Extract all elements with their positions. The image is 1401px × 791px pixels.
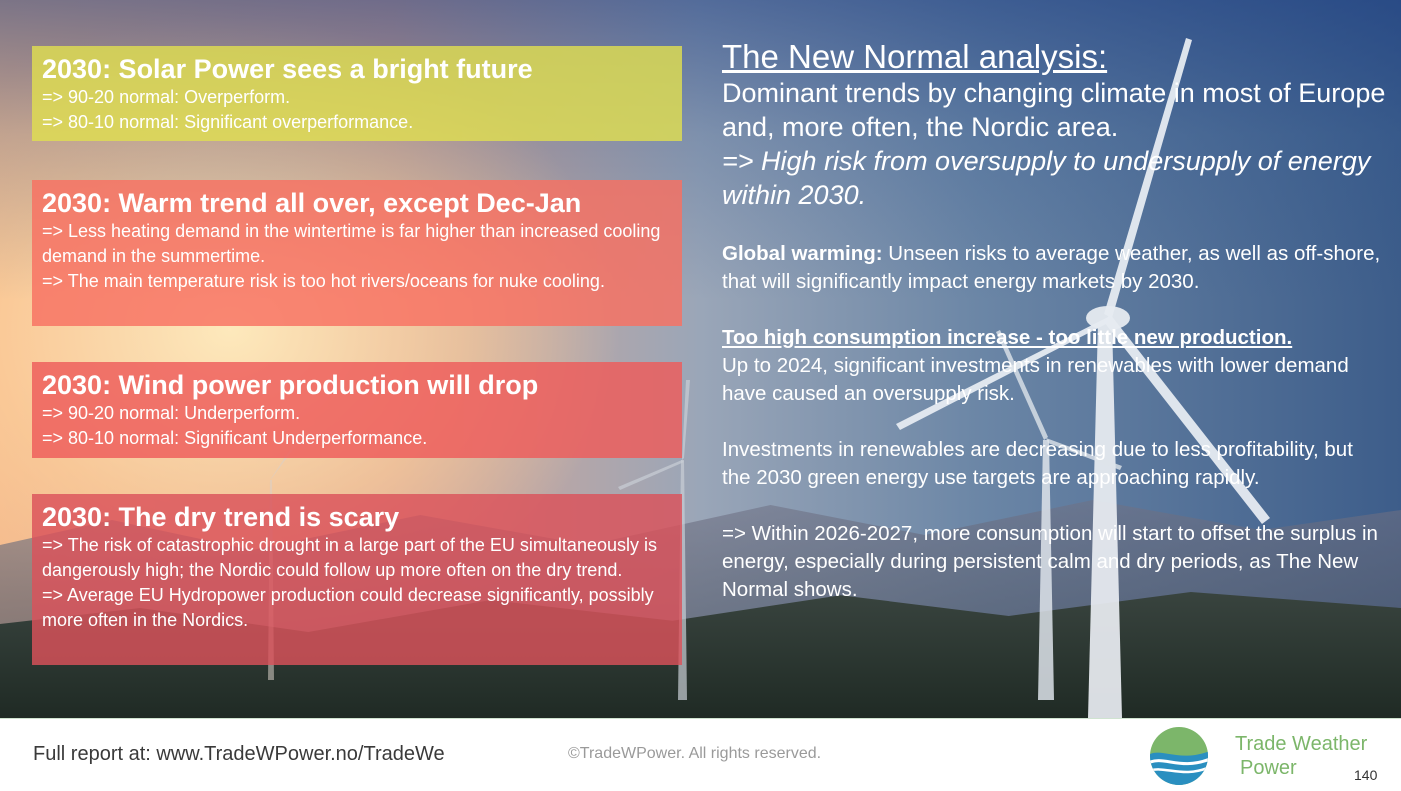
solar-power-box: 2030: Solar Power sees a bright future =… xyxy=(32,46,682,141)
spacer xyxy=(722,212,1387,240)
copyright-notice: ©TradeWPower. All rights reserved. xyxy=(568,745,822,762)
spacer xyxy=(722,296,1387,324)
solar-box-title: 2030: Solar Power sees a bright future xyxy=(42,54,533,84)
analysis-title: The New Normal analysis: xyxy=(722,38,1108,75)
consumption-heading: Too high consumption increase - too litt… xyxy=(722,326,1293,349)
warm-box-line-1: => Less heating demand in the wintertime… xyxy=(42,221,661,266)
dry-trend-box: 2030: The dry trend is scary => The risk… xyxy=(32,494,682,665)
analysis-lead: Dominant trends by changing climate in m… xyxy=(722,78,1386,142)
global-warming-label: Global warming: xyxy=(722,242,883,265)
brand-name-line-2: Power xyxy=(1240,757,1297,779)
wind-turbines-illustration xyxy=(268,38,1270,718)
spacer xyxy=(722,492,1387,520)
global-warming-text: Unseen risks to average weather, as well… xyxy=(722,242,1381,293)
warm-box-line-2: => The main temperature risk is too hot … xyxy=(42,271,605,291)
spacer xyxy=(722,408,1387,436)
background-photo xyxy=(0,0,1401,718)
wind-power-box: 2030: Wind power production will drop =>… xyxy=(32,362,682,458)
within-text: => Within 2026-2027, more consumption wi… xyxy=(722,522,1378,601)
full-report-link[interactable]: Full report at: www.TradeWPower.no/Trade… xyxy=(33,743,445,765)
warm-trend-box: 2030: Warm trend all over, except Dec-Ja… xyxy=(32,180,682,326)
dry-box-line-2: => Average EU Hydropower production coul… xyxy=(42,585,654,630)
consumption-heading-line: Too high consumption increase - too litt… xyxy=(722,324,1387,352)
consumption-text: Up to 2024, significant investments in r… xyxy=(722,354,1349,405)
warm-box-title: 2030: Warm trend all over, except Dec-Ja… xyxy=(42,188,582,218)
dry-box-line-1: => The risk of catastrophic drought in a… xyxy=(42,535,657,580)
footer-bar: Full report at: www.TradeWPower.no/Trade… xyxy=(0,718,1401,791)
page-number: 140 xyxy=(1354,767,1378,783)
wind-box-line-1: => 90-20 normal: Underperform. xyxy=(42,403,301,423)
solar-box-line-1: => 90-20 normal: Overperform. xyxy=(42,87,291,107)
trade-weather-power-logo-icon xyxy=(1150,727,1208,785)
brand-name-line-1: Trade Weather xyxy=(1235,733,1368,755)
global-warming-paragraph: Global warming: Unseen risks to average … xyxy=(722,240,1387,296)
solar-box-line-2: => 80-10 normal: Significant overperform… xyxy=(42,112,414,132)
wind-box-title: 2030: Wind power production will drop xyxy=(42,370,539,400)
wind-box-line-2: => 80-10 normal: Significant Underperfor… xyxy=(42,428,428,448)
analysis-lead-emphasis: => High risk from oversupply to undersup… xyxy=(722,146,1371,210)
analysis-panel: The New Normal analysis: Dominant trends… xyxy=(722,38,1387,604)
investments-text: Investments in renewables are decreasing… xyxy=(722,438,1353,489)
dry-box-title: 2030: The dry trend is scary xyxy=(42,502,400,532)
